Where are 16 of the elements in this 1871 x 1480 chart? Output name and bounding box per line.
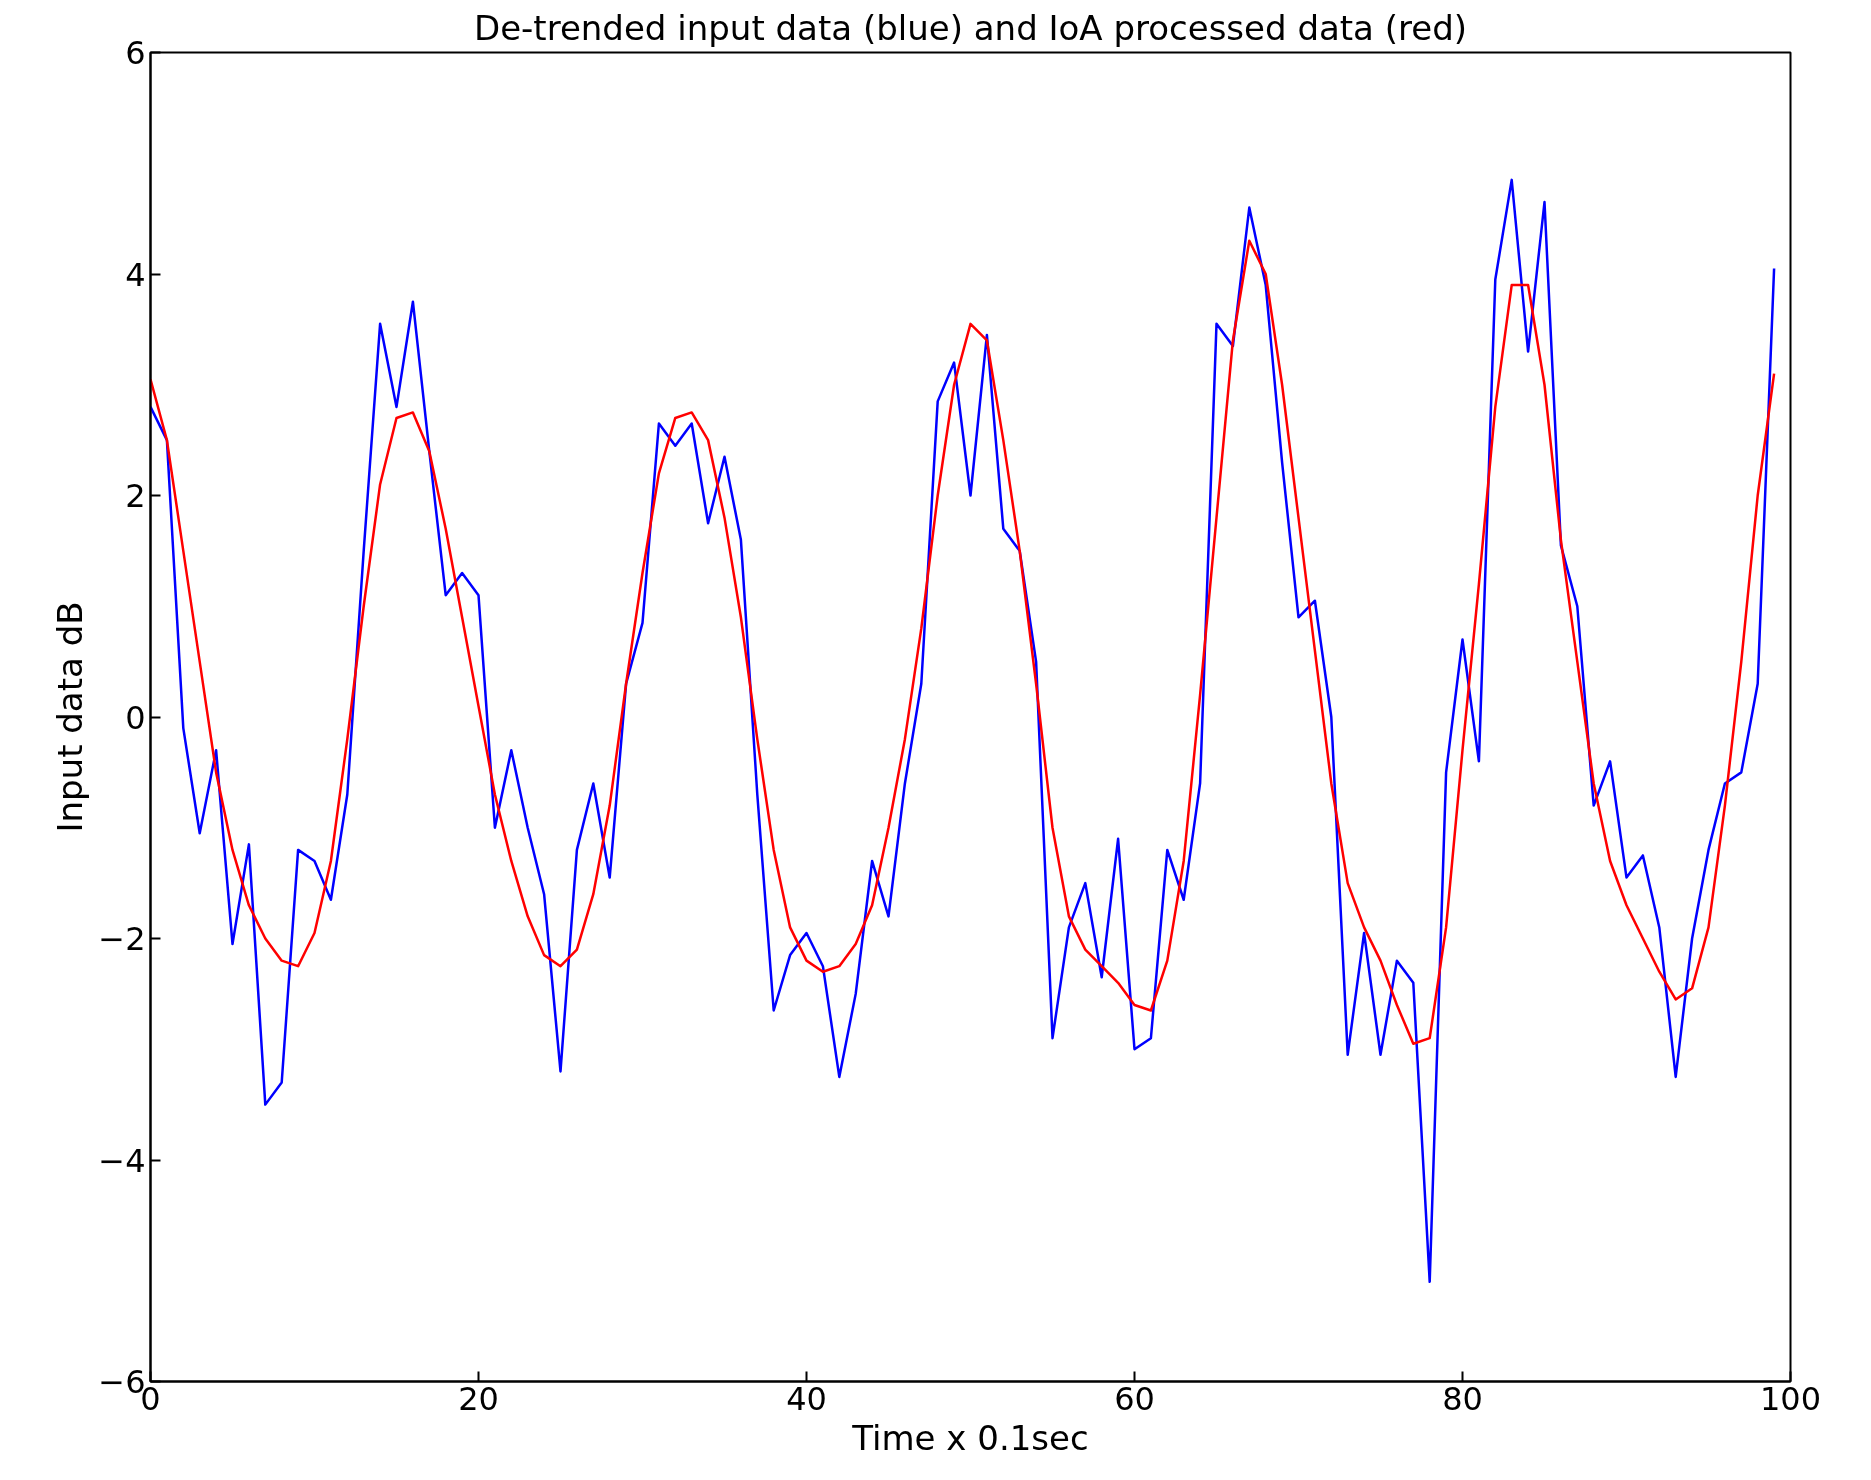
y-tick-label: −4	[98, 1141, 146, 1180]
line-series	[150, 178, 1776, 1284]
x-tick-label: 60	[1114, 1379, 1155, 1418]
x-tick-label: 20	[458, 1379, 499, 1418]
line-series	[150, 239, 1776, 1045]
y-tick-label: 4	[125, 255, 146, 294]
y-tick-label: 0	[125, 698, 146, 737]
y-tick-label: 2	[125, 477, 146, 515]
x-tick-label: 100	[1759, 1379, 1822, 1418]
chart-title: De-trended input data (blue) and IoA processed data (red)	[473, 7, 1468, 48]
y-axis-title: Input data dB	[50, 601, 91, 833]
x-tick-label: 40	[786, 1379, 827, 1418]
y-tick-label: 6	[125, 34, 146, 72]
x-axis-title: Time x 0.1sec	[851, 1417, 1089, 1458]
y-tick-label: −2	[98, 920, 146, 958]
x-tick-label: 80	[1442, 1379, 1483, 1418]
